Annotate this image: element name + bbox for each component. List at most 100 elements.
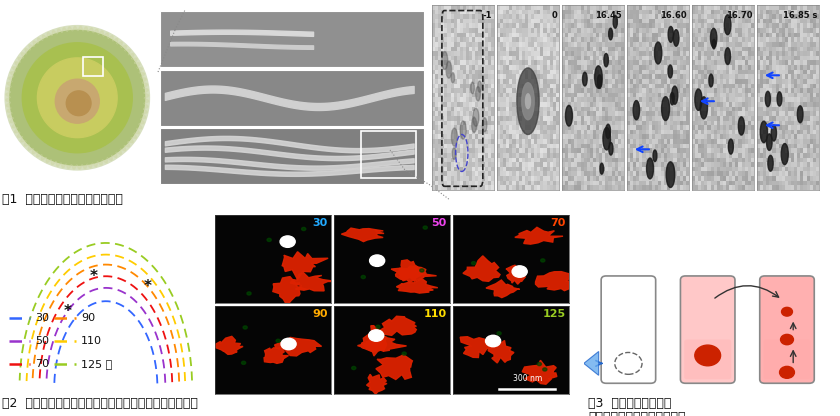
Circle shape [543,368,547,371]
Polygon shape [396,266,437,281]
Circle shape [765,91,770,106]
Polygon shape [584,352,599,375]
Circle shape [666,162,675,188]
Circle shape [267,238,271,241]
Circle shape [582,72,587,86]
Circle shape [373,258,381,264]
Circle shape [728,139,733,154]
Circle shape [10,30,144,165]
Circle shape [460,121,466,139]
Circle shape [423,226,428,229]
Circle shape [486,335,501,347]
Text: 16.45: 16.45 [596,10,622,20]
Circle shape [797,106,803,123]
Circle shape [475,87,480,101]
Text: 110: 110 [81,336,102,346]
Circle shape [780,334,794,345]
Text: 110: 110 [423,309,447,319]
Text: *: * [90,269,98,284]
Bar [83,57,103,76]
Text: *: * [64,304,71,319]
Circle shape [600,163,604,174]
Text: 30: 30 [35,313,50,323]
Circle shape [781,144,788,165]
Polygon shape [273,277,307,305]
Text: 300 nm: 300 nm [512,374,542,383]
Polygon shape [376,354,412,379]
Circle shape [276,339,281,342]
Text: 0: 0 [551,10,557,20]
Polygon shape [366,374,387,394]
FancyBboxPatch shape [680,276,735,383]
Circle shape [66,91,91,116]
Circle shape [738,117,744,135]
Polygon shape [506,265,525,284]
Circle shape [709,74,713,87]
Circle shape [668,65,673,78]
Polygon shape [463,256,500,281]
Text: 30: 30 [312,218,328,228]
Circle shape [768,155,773,171]
Text: 16.60: 16.60 [660,10,687,20]
FancyBboxPatch shape [684,339,732,379]
Polygon shape [341,228,384,242]
Circle shape [725,48,731,64]
Circle shape [442,52,448,69]
Polygon shape [378,316,417,335]
Circle shape [760,121,768,143]
Text: 50: 50 [35,336,50,346]
Polygon shape [515,227,563,244]
Text: 図1  カビのコロニーと菌糸の成長: 図1 カビのコロニーと菌糸の成長 [2,193,123,206]
Circle shape [780,366,795,378]
Polygon shape [214,337,243,354]
Text: 50: 50 [431,218,447,228]
Text: 16.85 s: 16.85 s [783,10,817,20]
Circle shape [361,275,365,279]
Circle shape [284,238,291,245]
Circle shape [609,143,613,155]
Text: ✦: ✦ [285,239,291,245]
Circle shape [473,108,479,126]
Polygon shape [282,252,328,280]
Circle shape [771,125,776,141]
Circle shape [247,292,251,295]
Circle shape [538,362,542,366]
Text: *: * [144,280,152,295]
Text: ✦: ✦ [491,338,496,344]
Circle shape [597,75,602,89]
Circle shape [777,92,782,106]
Circle shape [712,40,716,49]
Circle shape [471,117,476,132]
FancyBboxPatch shape [601,276,656,383]
Circle shape [672,86,678,104]
Circle shape [724,15,731,35]
Text: ✦: ✦ [286,341,291,347]
Circle shape [522,83,534,120]
Text: 16.70: 16.70 [726,10,752,20]
Bar [160,70,424,126]
Polygon shape [358,337,407,352]
Circle shape [242,361,245,364]
Circle shape [478,81,481,92]
Circle shape [781,307,792,316]
Circle shape [512,266,528,277]
Circle shape [604,54,608,67]
Circle shape [302,228,306,230]
Polygon shape [264,348,289,364]
Circle shape [517,68,539,134]
Text: 125 秒: 125 秒 [81,359,113,369]
Text: -1: -1 [483,10,492,20]
Circle shape [662,97,669,121]
Circle shape [446,61,452,78]
Circle shape [471,262,475,265]
Circle shape [711,28,717,47]
Circle shape [767,134,772,151]
Polygon shape [361,326,387,356]
Text: 70: 70 [35,359,50,369]
Circle shape [281,338,297,350]
Circle shape [519,271,523,274]
Text: ✦: ✦ [374,258,380,264]
Circle shape [376,325,381,328]
Circle shape [670,92,675,105]
Text: 125: 125 [543,309,565,319]
